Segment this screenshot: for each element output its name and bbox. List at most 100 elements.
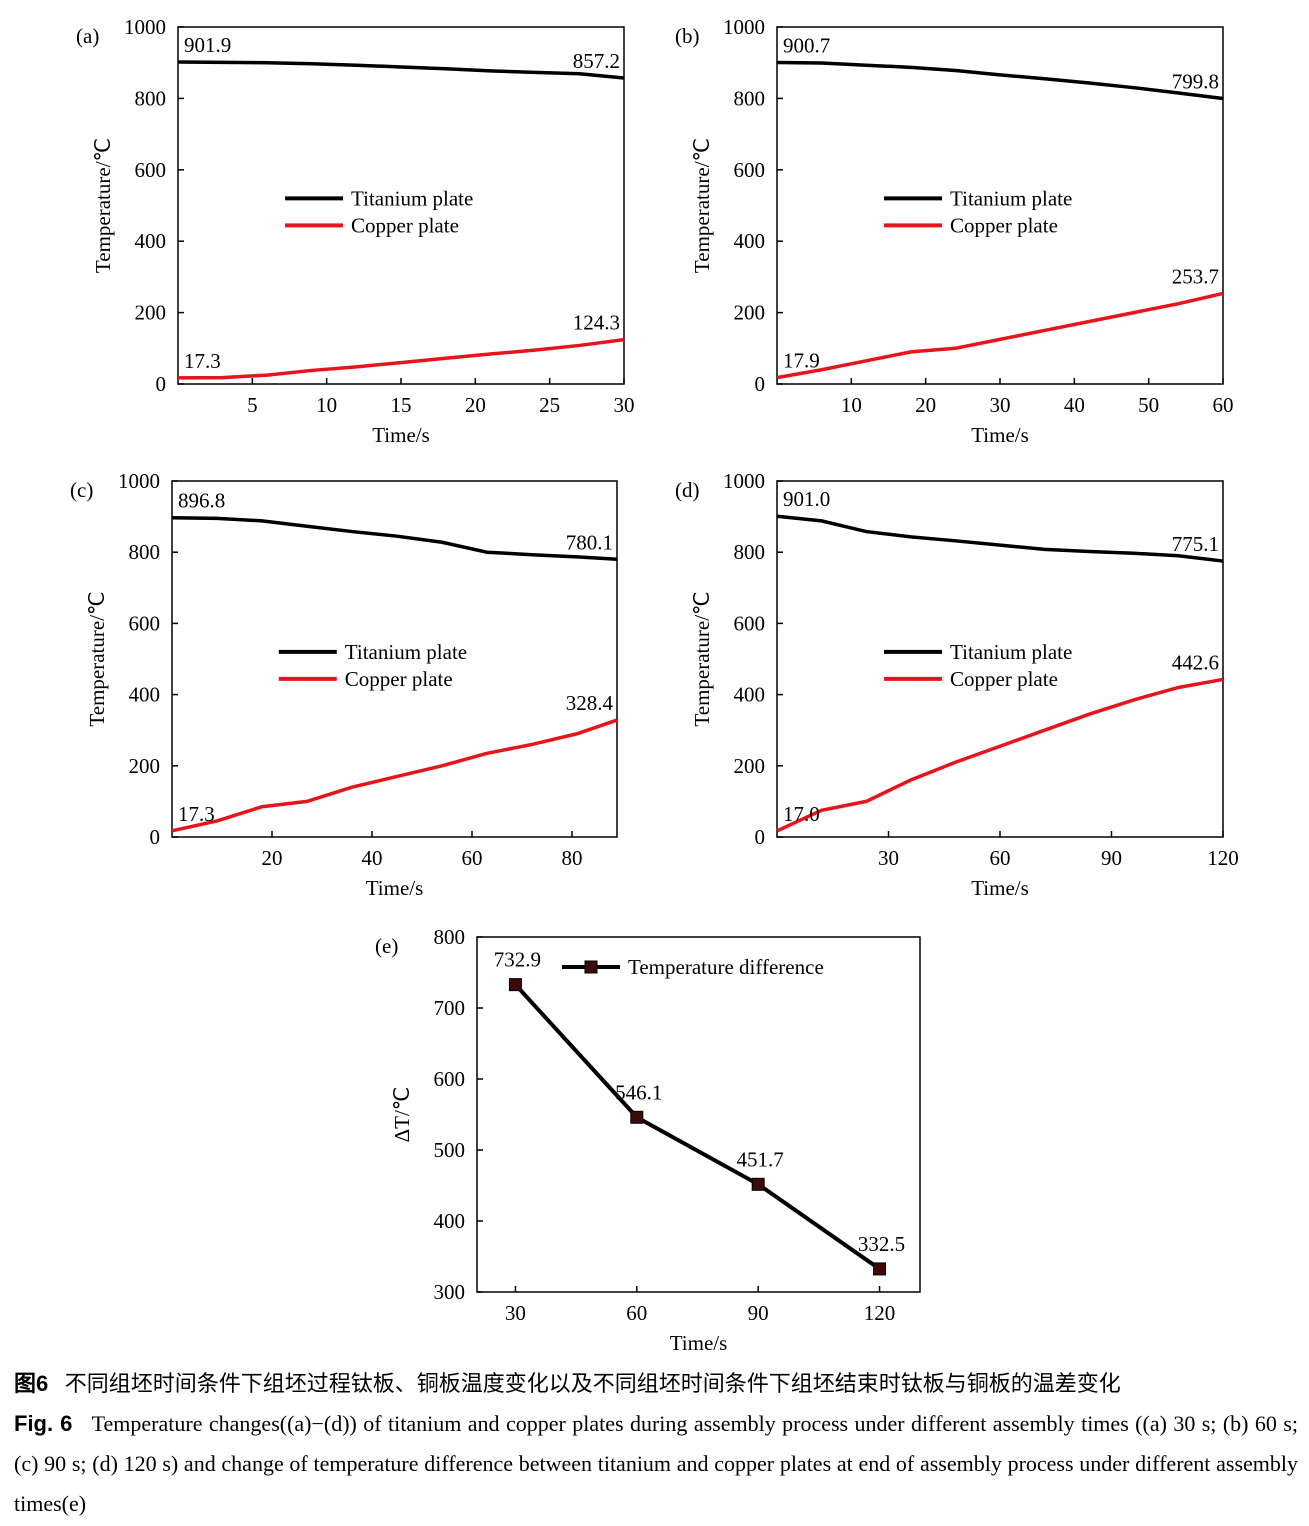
value-label: 780.1: [566, 530, 613, 554]
x-tick-label: 120: [864, 1301, 896, 1325]
y-tick-label: 700: [434, 996, 466, 1020]
series-line: [776, 677, 1224, 833]
legend-label: Copper plate: [345, 667, 453, 691]
y-tick-label: 1000: [124, 15, 166, 39]
y-tick-label: 200: [734, 301, 766, 325]
y-tick-label: 600: [734, 611, 766, 635]
series-line: [171, 718, 618, 833]
y-tick-label: 400: [734, 229, 766, 253]
series-line: [177, 337, 625, 380]
x-tick-label: 10: [841, 393, 862, 417]
y-axis-label: Temperature/℃: [85, 591, 109, 726]
x-tick-label: 10: [316, 393, 337, 417]
y-tick-label: 200: [734, 754, 766, 778]
value-label: 901.9: [184, 33, 231, 57]
series-line: [513, 983, 881, 1271]
y-tick-label: 800: [135, 86, 167, 110]
y-axis-label: Temperature/℃: [690, 591, 714, 726]
legend-label: Titanium plate: [950, 640, 1072, 664]
plot-frame: [171, 480, 618, 838]
y-tick-label: 400: [434, 1209, 466, 1233]
y-tick-label: 1000: [118, 469, 160, 493]
y-tick-label: 800: [434, 925, 466, 949]
x-tick-label: 30: [614, 393, 635, 417]
panel-label: (b): [675, 24, 700, 48]
y-tick-label: 800: [734, 540, 766, 564]
x-tick-label: 25: [539, 393, 560, 417]
y-axis-label: Temperature/℃: [690, 138, 714, 273]
value-label: 896.8: [178, 489, 225, 513]
x-tick-label: 30: [878, 846, 899, 870]
value-label: 546.1: [615, 1080, 662, 1104]
caption-text: 不同组坯时间条件下组坯过程钛板、铜板温度变化以及不同组坯时间条件下组坯结束时钛板…: [64, 1371, 1121, 1396]
x-axis-label: Time/s: [971, 423, 1029, 447]
legend-label: Titanium plate: [950, 186, 1072, 210]
x-tick-label: 20: [262, 846, 283, 870]
y-tick-label: 400: [129, 683, 161, 707]
caption-text: Temperature changes((a)−(d)) of titanium…: [14, 1411, 1299, 1516]
y-axis-label: ΔT/℃: [390, 1087, 414, 1143]
value-label: 775.1: [1172, 532, 1219, 556]
y-tick-label: 600: [135, 158, 167, 182]
y-tick-label: 400: [734, 683, 766, 707]
value-label: 17.3: [178, 802, 215, 826]
series-line: [776, 291, 1224, 380]
marker: [508, 978, 522, 992]
legend-label: Copper plate: [950, 667, 1058, 691]
plot-frame: [476, 936, 921, 1293]
legend-label: Copper plate: [351, 213, 459, 237]
value-label: 253.7: [1172, 264, 1219, 288]
caption-cn: 图6 不同组坯时间条件下组坯过程钛板、铜板温度变化以及不同组坯时间条件下组坯结束…: [14, 1364, 1298, 1404]
x-axis-label: Time/s: [366, 876, 424, 900]
y-tick-label: 400: [135, 229, 167, 253]
x-tick-label: 60: [990, 846, 1011, 870]
value-label: 17.0: [783, 802, 820, 826]
x-tick-label: 80: [562, 846, 583, 870]
x-tick-label: 90: [748, 1301, 769, 1325]
caption-label: 图6: [14, 1371, 49, 1396]
y-tick-label: 0: [156, 372, 167, 396]
legend-label: Copper plate: [950, 213, 1058, 237]
x-tick-label: 5: [247, 393, 258, 417]
legend-label: Temperature difference: [628, 955, 824, 979]
caption-en: Fig. 6 Temperature changes((a)−(d)) of t…: [14, 1404, 1298, 1524]
x-axis-label: Time/s: [372, 423, 430, 447]
value-label: 328.4: [566, 691, 614, 715]
y-tick-label: 800: [129, 540, 161, 564]
caption: 图6 不同组坯时间条件下组坯过程钛板、铜板温度变化以及不同组坯时间条件下组坯结束…: [14, 1364, 1298, 1524]
y-tick-label: 200: [135, 301, 167, 325]
x-tick-label: 90: [1101, 846, 1122, 870]
legend-label: Titanium plate: [345, 640, 467, 664]
y-tick-label: 500: [434, 1138, 466, 1162]
x-tick-label: 60: [1213, 393, 1234, 417]
y-tick-label: 600: [434, 1067, 466, 1091]
y-tick-label: 0: [755, 372, 766, 396]
x-tick-label: 40: [1064, 393, 1085, 417]
y-tick-label: 600: [129, 611, 161, 635]
value-label: 799.8: [1172, 69, 1219, 93]
series-line: [776, 514, 1224, 563]
panel-label: (d): [675, 478, 700, 502]
value-label: 442.6: [1172, 650, 1219, 674]
x-tick-label: 20: [465, 393, 486, 417]
x-tick-label: 15: [391, 393, 412, 417]
y-tick-label: 300: [434, 1280, 466, 1304]
x-tick-label: 60: [462, 846, 483, 870]
legend-label: Titanium plate: [351, 186, 473, 210]
value-label: 451.7: [737, 1147, 784, 1171]
panel-label: (e): [375, 934, 398, 958]
value-label: 732.9: [494, 948, 541, 972]
marker: [630, 1110, 644, 1124]
caption-label: Fig. 6: [14, 1411, 73, 1436]
y-tick-label: 600: [734, 158, 766, 182]
x-tick-label: 50: [1138, 393, 1159, 417]
y-tick-label: 0: [755, 825, 766, 849]
value-label: 857.2: [573, 49, 620, 73]
legend-marker: [584, 960, 598, 974]
value-label: 124.3: [573, 311, 620, 335]
series-line: [171, 515, 618, 562]
marker: [751, 1177, 765, 1191]
value-label: 901.0: [783, 487, 830, 511]
y-axis-label: Temperature/℃: [91, 138, 115, 273]
